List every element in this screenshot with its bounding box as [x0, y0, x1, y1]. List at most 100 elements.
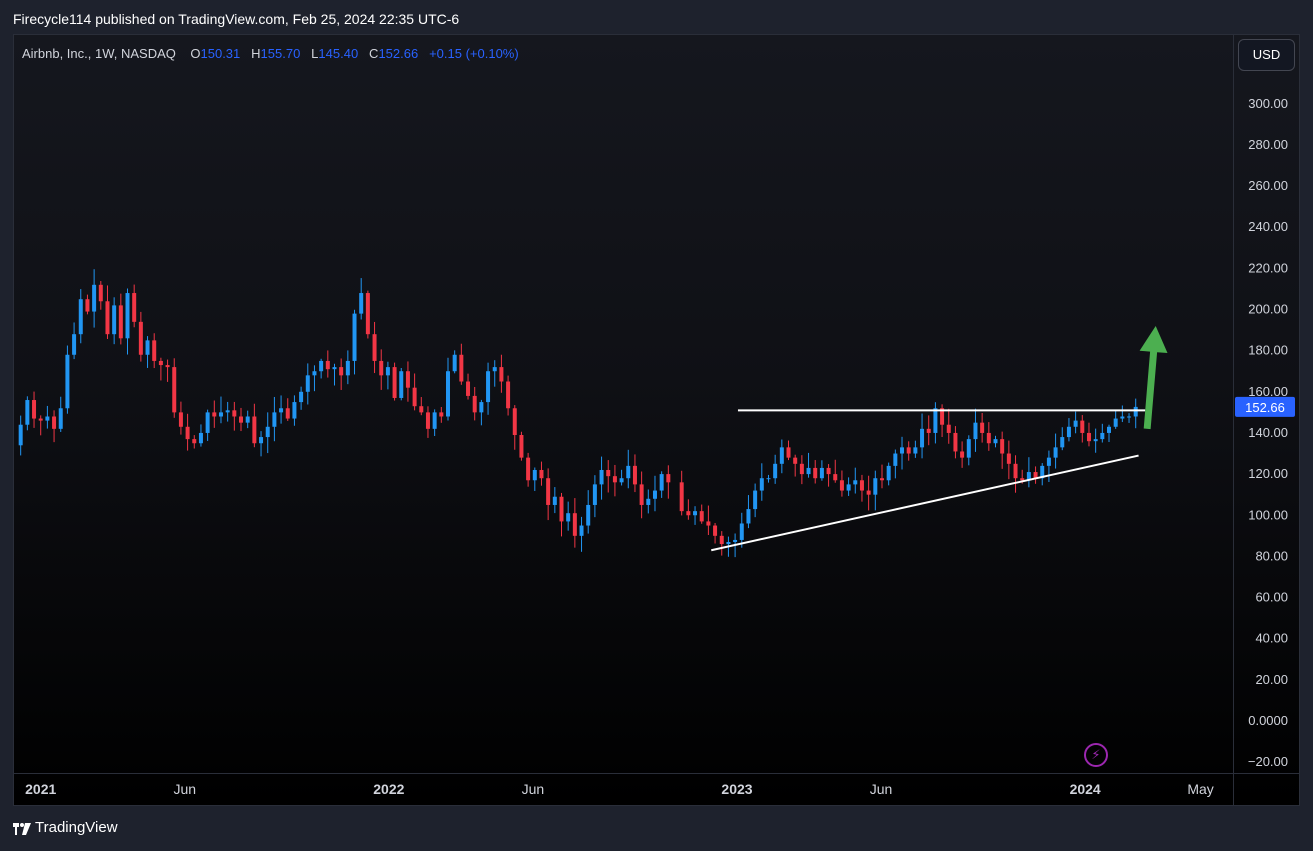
currency-button[interactable]: USD [1238, 39, 1295, 71]
candle-body [265, 426, 270, 438]
candle-body [799, 463, 804, 475]
candle-body [853, 480, 858, 485]
y-axis: 300.00 280.00 260.00 240.00 220.00 200.00 180.… [1248, 96, 1288, 769]
candle-body [472, 395, 477, 413]
candle-body [259, 437, 264, 444]
candle-body [45, 416, 50, 421]
candle-body [706, 521, 711, 526]
lightning-icon[interactable]: ⚡ [1084, 743, 1108, 767]
candle-body [659, 474, 664, 491]
candle-body [185, 426, 190, 440]
candle-body [1000, 439, 1005, 454]
candle-body [986, 432, 991, 444]
candle-body [566, 513, 571, 522]
candle-body [158, 360, 163, 366]
candle-body [405, 371, 410, 388]
candle-body [72, 334, 77, 355]
candle-body [425, 412, 430, 429]
candle-body [305, 375, 310, 392]
candle-body [178, 412, 183, 427]
candle-body [1086, 432, 1091, 442]
last-price-label: 152.66 [1245, 400, 1285, 415]
candle-body [445, 371, 450, 417]
candle-body [953, 432, 958, 452]
open-value: 150.31 [200, 46, 241, 61]
candle-body [325, 360, 330, 370]
y-tick-label: 160.00 [1248, 384, 1288, 399]
close-value: 152.66 [378, 46, 419, 61]
candle-body [739, 523, 744, 540]
rising-trendline[interactable] [711, 454, 1139, 552]
candle-body [893, 453, 898, 466]
candle-body [399, 371, 404, 398]
candle-body [839, 480, 844, 491]
candle-body [632, 465, 637, 485]
candle-body [526, 457, 531, 481]
symbol-legend[interactable]: Airbnb, Inc., 1W, NASDAQ O150.31 H155.70… [22, 46, 519, 61]
candle-body [746, 509, 751, 524]
candle-body [1100, 432, 1105, 440]
y-tick-label: 200.00 [1248, 302, 1288, 317]
candle-body [819, 467, 824, 479]
candle-body [65, 354, 70, 409]
x-tick-label: 2021 [25, 781, 56, 797]
candle-body [940, 408, 945, 425]
high-label: H [251, 46, 261, 61]
candle-body [245, 416, 250, 423]
candle-body [1033, 472, 1038, 479]
candle-body [225, 410, 230, 413]
candle-body [112, 305, 117, 335]
candle-body [539, 469, 544, 479]
y-tick-label: 100.00 [1248, 507, 1288, 522]
candle-body [859, 480, 864, 491]
candle-body [1080, 420, 1085, 433]
candle-body [419, 406, 424, 413]
candle-body [85, 299, 90, 312]
candle-body [1046, 457, 1051, 466]
footer-bar [0, 806, 1313, 851]
candle-body [1107, 426, 1112, 433]
candle-body [1093, 439, 1098, 442]
candle-body [946, 424, 951, 433]
x-tick-label: 2022 [373, 781, 404, 797]
candle-body [165, 365, 170, 368]
published-text: Firecycle114 published on TradingView.co… [13, 11, 460, 27]
candle-body [879, 478, 884, 481]
candle-body [619, 478, 624, 483]
candle-body [652, 490, 657, 499]
candle-body [733, 539, 738, 542]
tradingview-logo[interactable]: TradingView [13, 819, 118, 836]
candle-body [813, 467, 818, 479]
candle-body [973, 422, 978, 440]
candle-body [466, 381, 471, 396]
y-tick-label: 180.00 [1248, 343, 1288, 358]
y-tick-label: 140.00 [1248, 425, 1288, 440]
brand-name: TradingView [35, 819, 118, 836]
candle-body [572, 513, 577, 536]
candle-body [606, 469, 611, 477]
last-price-tag: 152.66 [1235, 396, 1295, 417]
candle-body [1113, 418, 1118, 427]
candle-body [118, 305, 123, 339]
candle-body [666, 474, 671, 483]
candle-body [1133, 406, 1138, 417]
candle-body [105, 301, 110, 335]
candle-body [866, 490, 871, 495]
candle-body [926, 428, 931, 433]
candle-body [172, 367, 177, 413]
candle-body [1006, 453, 1011, 464]
candle-body [125, 293, 130, 339]
candle-body [212, 412, 217, 417]
low-label: L [311, 46, 319, 61]
candle-body [966, 439, 971, 458]
candle-body [826, 467, 831, 475]
symbol-name: Airbnb, Inc., 1W, NASDAQ [22, 46, 176, 61]
up-arrow[interactable] [1139, 326, 1168, 430]
candle-body [132, 293, 137, 322]
candle-body [439, 412, 444, 417]
y-tick-label: 60.00 [1255, 590, 1288, 605]
y-tick-label: 220.00 [1248, 260, 1288, 275]
candle-body [98, 284, 103, 302]
candle-body [639, 484, 644, 505]
